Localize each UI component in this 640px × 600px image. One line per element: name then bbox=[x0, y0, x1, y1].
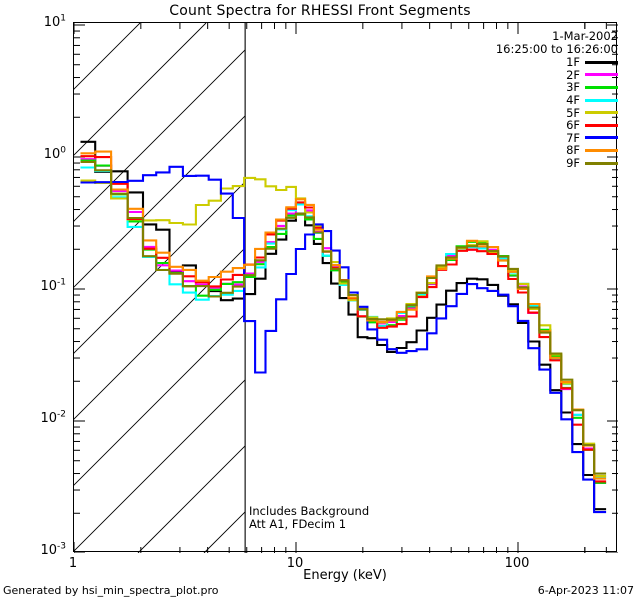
footer-generator: Generated by hsi_min_spectra_plot.pro bbox=[3, 584, 219, 597]
legend-label: 8F bbox=[566, 143, 580, 158]
y-tick-label: 10-1 bbox=[40, 277, 66, 294]
footer-date: 6-Apr-2023 11:07 bbox=[537, 584, 634, 597]
legend-swatch bbox=[585, 161, 618, 165]
legend-item-9f[interactable]: 9F bbox=[566, 156, 618, 171]
y-tick-label: 10-2 bbox=[40, 409, 66, 426]
legend-item-3f[interactable]: 3F bbox=[566, 80, 618, 95]
series-line-7f bbox=[80, 165, 607, 514]
legend-item-1f[interactable]: 1F bbox=[566, 55, 618, 70]
hatch-line bbox=[74, 181, 246, 354]
chart-title: Count Spectra for RHESSI Front Segments bbox=[169, 3, 471, 19]
hatch-line bbox=[74, 23, 207, 156]
legend-item-7f[interactable]: 7F bbox=[566, 130, 618, 145]
observation-timestamp: 1-Mar-2002 16:25:00 to 16:26:00 bbox=[496, 30, 618, 56]
legend-swatch bbox=[585, 98, 618, 102]
plot-annotation: Includes Background Att A1, FDecim 1 bbox=[249, 505, 369, 531]
x-tick-label: 10 bbox=[286, 556, 304, 571]
hatch-line bbox=[74, 313, 246, 486]
hatched-region bbox=[74, 23, 246, 553]
x-axis-label: Energy (keV) bbox=[303, 568, 387, 583]
legend-label: 2F bbox=[566, 67, 580, 82]
legend-item-6f[interactable]: 6F bbox=[566, 118, 618, 133]
legend-item-2f[interactable]: 2F bbox=[566, 67, 618, 82]
timestamp-date: 1-Mar-2002 bbox=[552, 29, 618, 43]
legend-item-4f[interactable]: 4F bbox=[566, 93, 618, 108]
y-tick-label: 10-3 bbox=[40, 541, 66, 558]
legend-swatch bbox=[585, 85, 618, 89]
legend-label: 7F bbox=[566, 130, 580, 145]
legend-item-8f[interactable]: 8F bbox=[566, 143, 618, 158]
legend-swatch bbox=[585, 60, 618, 64]
data-series-group bbox=[80, 140, 607, 514]
y-tick-label: 100 bbox=[43, 145, 66, 162]
tick-marks bbox=[74, 23, 618, 553]
timestamp-interval: 16:25:00 to 16:26:00 bbox=[495, 42, 618, 56]
hatch-line bbox=[203, 511, 246, 553]
legend: 1F 2F 3F 4F 5F 6F 7F 8F 9F bbox=[566, 55, 618, 171]
hatch-line bbox=[74, 49, 246, 222]
hatch-line bbox=[74, 23, 141, 90]
legend-label: 1F bbox=[566, 55, 580, 70]
annotation-line1: Includes Background bbox=[249, 504, 370, 518]
legend-label: 6F bbox=[566, 118, 580, 133]
annotation-line2: Att A1, FDecim 1 bbox=[249, 517, 347, 531]
hatch-line bbox=[74, 115, 246, 288]
legend-swatch bbox=[585, 148, 618, 152]
legend-swatch bbox=[585, 123, 618, 127]
hatch-line bbox=[74, 379, 246, 552]
series-line-6f bbox=[80, 155, 607, 483]
series-line-8f bbox=[80, 150, 607, 480]
y-tick-label: 101 bbox=[43, 13, 66, 30]
legend-swatch bbox=[585, 136, 618, 140]
x-tick-label: 1 bbox=[68, 556, 78, 571]
legend-label: 5F bbox=[566, 105, 580, 120]
legend-label: 3F bbox=[566, 80, 580, 95]
plot-frame bbox=[73, 22, 618, 553]
legend-swatch bbox=[585, 111, 618, 115]
x-tick-label: 100 bbox=[504, 556, 530, 571]
hatch-line bbox=[74, 247, 246, 420]
legend-label: 9F bbox=[566, 156, 580, 171]
plot-canvas bbox=[74, 23, 618, 553]
legend-label: 4F bbox=[566, 93, 580, 108]
series-line-9f bbox=[80, 160, 607, 475]
legend-swatch bbox=[585, 73, 618, 77]
hatch-line bbox=[137, 445, 246, 553]
legend-item-5f[interactable]: 5F bbox=[566, 105, 618, 120]
